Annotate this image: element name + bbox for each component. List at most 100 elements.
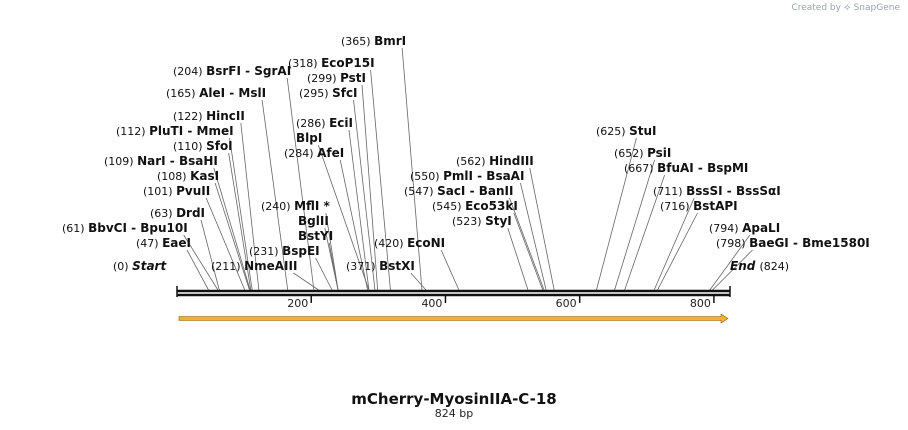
- site-name: BbvCI - Bpu10I: [88, 221, 188, 235]
- site-label: (63) DrdI: [150, 206, 205, 220]
- site-label: BlpI: [296, 131, 322, 145]
- site-position: (47): [136, 237, 162, 250]
- site-name: BaeGI - Bme1580I: [749, 236, 870, 250]
- site-position: (365): [341, 35, 374, 48]
- site-name: PluTI - MmeI: [149, 124, 234, 138]
- site-name: StyI: [485, 214, 512, 228]
- leader-line: [261, 99, 289, 291]
- site-name: SfcI: [332, 86, 357, 100]
- site-position: (716): [660, 200, 693, 213]
- site-position: (204): [173, 65, 206, 78]
- site-position: (667): [624, 162, 657, 175]
- site-label: (47) EaeI: [136, 236, 191, 250]
- leader-line: [361, 84, 379, 291]
- site-label: (711) BssSI - BssSαI: [653, 184, 781, 198]
- site-label: (101) PvuII: [143, 184, 210, 198]
- site-position: (550): [410, 170, 443, 183]
- leader-line: [240, 122, 260, 291]
- site-name: PsiI: [647, 146, 671, 160]
- site-name: BstXI: [379, 259, 415, 273]
- site-label: (652) PsiI: [614, 146, 671, 160]
- site-name: DrdI: [176, 206, 205, 220]
- leader-line: [183, 234, 219, 291]
- site-position: (109): [104, 155, 137, 168]
- site-label: (523) StyI: [452, 214, 512, 228]
- axis-tick-label: 400: [421, 297, 442, 310]
- site-label: (211) NmeAIII: [211, 259, 297, 273]
- site-label: (550) PmlI - BsaAI: [410, 169, 524, 183]
- end-name: Start: [132, 259, 167, 273]
- leader-line: [440, 249, 460, 291]
- leader-line: [529, 167, 555, 291]
- site-position: (523): [452, 215, 485, 228]
- site-name: EaeI: [162, 236, 191, 250]
- leader-line: [410, 272, 427, 291]
- site-position: (61): [62, 222, 88, 235]
- leader-line: [339, 159, 368, 291]
- start-label: (0) Start: [113, 259, 167, 273]
- site-label: (109) NarI - BsaHI: [104, 154, 218, 168]
- site-name: BfuAI - BspMI: [657, 161, 748, 175]
- site-position: (798): [716, 237, 749, 250]
- site-position: (652): [614, 147, 647, 160]
- site-position: (286): [296, 117, 329, 130]
- leader-line: [205, 197, 246, 291]
- site-label: BglII: [298, 214, 329, 228]
- site-name: KasI: [190, 169, 219, 183]
- site-label: (286) EciI: [296, 116, 353, 130]
- site-position: (295): [299, 87, 332, 100]
- site-label: (716) BstAPI: [660, 199, 738, 213]
- credit-brand: SnapGene: [853, 2, 900, 13]
- site-label: (798) BaeGI - Bme1580I: [716, 236, 870, 250]
- site-name: HindIII: [489, 154, 534, 168]
- site-position: (371): [346, 260, 379, 273]
- site-label: BstYI: [298, 229, 333, 243]
- site-position: (231): [249, 245, 282, 258]
- leader-lines: [183, 47, 753, 291]
- site-label: (165) AleI - MslI: [166, 86, 266, 100]
- leader-line: [596, 137, 637, 291]
- site-label: (204) BsrFI - SgrAI: [173, 64, 291, 78]
- site-name: AleI - MslI: [199, 86, 266, 100]
- site-position: (122): [173, 110, 206, 123]
- end-position: (0): [113, 260, 132, 273]
- site-label: (299) PstI: [307, 71, 366, 85]
- site-name: NarI - BsaHI: [137, 154, 218, 168]
- site-label: (545) Eco53kI: [432, 199, 518, 213]
- axis-ticks: 200 400 600 800: [287, 296, 715, 310]
- site-name: BglII: [298, 214, 329, 228]
- leader-line: [614, 159, 655, 291]
- site-position: (110): [173, 140, 206, 153]
- site-position: (299): [307, 72, 340, 85]
- site-position: (108): [157, 170, 190, 183]
- feature-arrow-shape: [178, 313, 729, 324]
- site-name: BstYI: [298, 229, 333, 243]
- site-name: HincII: [206, 109, 245, 123]
- site-position: (625): [596, 125, 629, 138]
- site-label: (547) SacI - BanII: [404, 184, 513, 198]
- leader-line: [520, 182, 547, 291]
- site-name: EcoP15I: [321, 56, 375, 70]
- site-label: (625) StuI: [596, 124, 656, 138]
- site-position: (211): [211, 260, 244, 273]
- site-name: StuI: [629, 124, 656, 138]
- site-label: (122) HincII: [173, 109, 245, 123]
- site-name: EciI: [329, 116, 353, 130]
- leader-line: [370, 69, 391, 291]
- site-label: (794) ApaLI: [709, 221, 780, 235]
- site-label: (318) EcoP15I: [288, 56, 375, 70]
- site-name: ApaLI: [742, 221, 780, 235]
- site-name: PvuII: [176, 184, 210, 198]
- leader-line: [709, 234, 751, 291]
- leader-line: [401, 47, 423, 291]
- site-position: (562): [456, 155, 489, 168]
- site-position: (101): [143, 185, 176, 198]
- leader-line: [353, 99, 376, 291]
- site-name: BmrI: [374, 34, 406, 48]
- leader-line: [228, 152, 252, 291]
- site-name: SacI - BanII: [437, 184, 513, 198]
- site-name: PstI: [340, 71, 366, 85]
- leader-line: [317, 144, 370, 291]
- site-name: PmlI - BsaAI: [443, 169, 524, 183]
- site-position: (794): [709, 222, 742, 235]
